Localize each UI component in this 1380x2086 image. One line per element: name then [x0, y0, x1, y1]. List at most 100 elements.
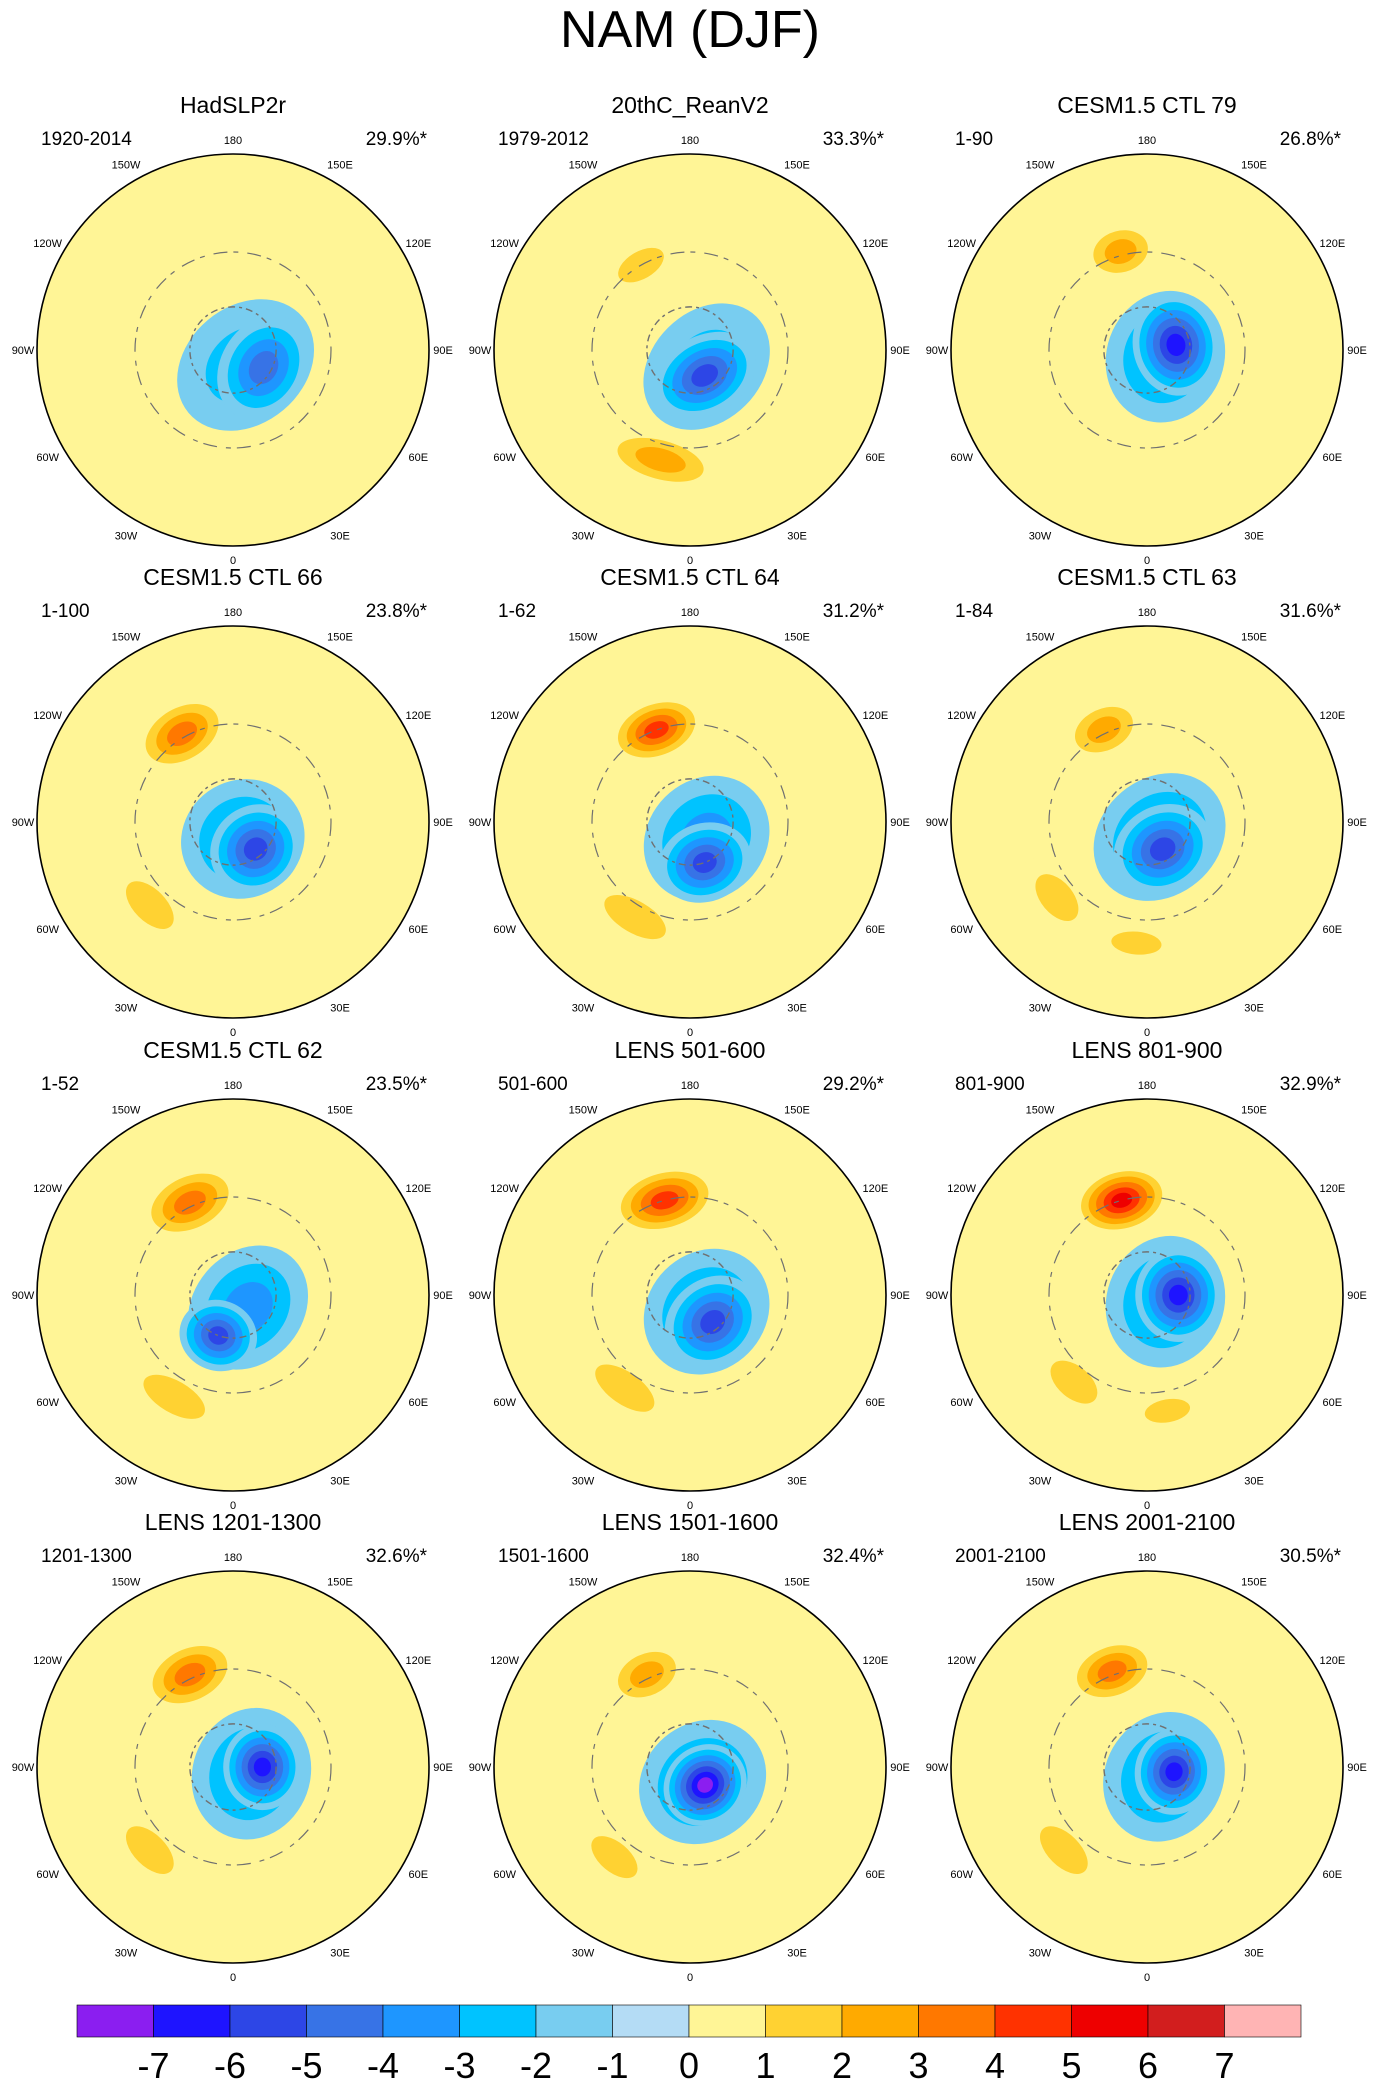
contour-level [1050, 1360, 1098, 1404]
coastline [1103, 1251, 1191, 1339]
coastline [646, 778, 734, 866]
longitude-label: 90E [433, 345, 453, 357]
longitude-label: 90W [469, 1290, 492, 1302]
longitude-label: 60W [493, 924, 516, 936]
colorbar-tick-label: 3 [908, 2045, 928, 2086]
coastline [189, 1723, 277, 1811]
longitude-label: 30E [330, 1002, 350, 1014]
contour-level [692, 852, 717, 873]
map-field [494, 1099, 886, 1491]
longitude-label: 30E [787, 530, 807, 542]
longitude-label: 120E [1319, 238, 1345, 250]
longitude-label: 120E [862, 238, 888, 250]
longitude-label: 30E [330, 530, 350, 542]
longitude-label: 150E [1241, 1577, 1267, 1589]
longitude-label: 30E [330, 1947, 350, 1959]
longitude-label: 30W [572, 1002, 595, 1014]
longitude-label: 150W [569, 160, 598, 172]
coastline [189, 778, 277, 866]
map-panel: 180 150E 120E 90E 60E 30E 0 30W 60W 90W 120W 150W CE… [12, 1037, 453, 1512]
panel-period: 801-900 [955, 1074, 1025, 1095]
panel-period: 1979-2012 [498, 129, 589, 150]
longitude-label: 60W [36, 1397, 59, 1409]
longitude-label: 0 [1144, 555, 1150, 567]
contour-level [595, 1364, 655, 1412]
map-field [37, 154, 429, 546]
longitude-label: 60W [493, 1869, 516, 1881]
longitude-label: 60E [409, 452, 429, 464]
longitude-label: 90W [926, 817, 949, 829]
longitude-label: 90E [433, 1762, 453, 1774]
longitude-label: 60E [1323, 924, 1343, 936]
longitude-label: 90W [12, 817, 35, 829]
longitude-label: 60W [493, 1397, 516, 1409]
colorbar-swatch [1147, 2004, 1225, 2038]
longitude-label: 90E [890, 1290, 910, 1302]
longitude-label: 120E [405, 238, 431, 250]
coastline [189, 306, 277, 394]
longitude-label: 150E [1241, 632, 1267, 644]
map-boundary [36, 1098, 430, 1492]
longitude-label: 60E [409, 1869, 429, 1881]
contour-level [1038, 397, 1117, 468]
longitude-label: 30W [1029, 1002, 1052, 1014]
longitude-label: 90W [469, 817, 492, 829]
contour-level [1149, 837, 1176, 861]
longitude-label: 120E [1319, 1183, 1345, 1195]
longitude-label: 0 [687, 1500, 693, 1512]
contour-level [1104, 239, 1137, 264]
longitude-label: 90W [12, 1762, 35, 1774]
longitude-label: 90W [469, 345, 492, 357]
colorbar-swatch [765, 2004, 843, 2038]
contour-level [644, 721, 669, 739]
contour-level [650, 1191, 679, 1210]
panel-variance: 30.5%* [1280, 1546, 1342, 1567]
contour-level [1165, 1762, 1183, 1782]
longitude-label: 150W [569, 1577, 598, 1589]
colorbar-tick-label: 5 [1061, 2045, 1081, 2086]
longitude-label: 30W [115, 1947, 138, 1959]
map-boundary [950, 625, 1344, 1019]
longitude-label: 150E [784, 1577, 810, 1589]
contour-level [1111, 1192, 1133, 1208]
longitude-label: 120W [947, 238, 976, 250]
map-boundary [36, 153, 430, 547]
map-boundary [950, 1098, 1344, 1492]
panel-variance: 32.4%* [823, 1546, 885, 1567]
contour-level [635, 447, 686, 473]
longitude-label: 30W [115, 1475, 138, 1487]
coastline [1048, 1196, 1246, 1394]
map-panel: 180 150E 120E 90E 60E 30E 0 30W 60W 90W 120W 150W LE… [12, 1509, 453, 1984]
longitude-label: 150E [1241, 160, 1267, 172]
panel-title: CESM1.5 CTL 62 [143, 1037, 322, 1063]
longitude-label: 120W [490, 238, 519, 250]
longitude-label: 120E [862, 710, 888, 722]
panel-period: 1-90 [955, 129, 993, 150]
coastline [1048, 251, 1246, 449]
colorbar-swatch [306, 2004, 384, 2038]
longitude-label: 30E [330, 1475, 350, 1487]
longitude-label: 60E [1323, 1869, 1343, 1881]
longitude-label: 30W [1029, 1947, 1052, 1959]
coastline [189, 1251, 277, 1339]
colorbar-tick-label: -5 [290, 2045, 322, 2086]
map-boundary [493, 625, 887, 1019]
longitude-label: 90W [926, 1290, 949, 1302]
longitude-label: 150E [327, 160, 353, 172]
longitude-label: 90E [433, 1290, 453, 1302]
panel-variance: 29.9%* [366, 129, 428, 150]
longitude-label: 90E [433, 817, 453, 829]
panel-title: CESM1.5 CTL 63 [1057, 564, 1236, 590]
contour-level [208, 1326, 229, 1345]
map-panel: 180 150E 120E 90E 60E 30E 0 30W 60W 90W 120W 150W LE… [926, 1509, 1367, 1984]
longitude-label: 120W [33, 238, 62, 250]
contour-level [174, 1662, 206, 1687]
longitude-label: 60W [36, 452, 59, 464]
colorbar-swatch [612, 2004, 690, 2038]
longitude-label: 120E [405, 1655, 431, 1667]
colorbar: -7 -6 -5 -4 -3 -2 -1 0 1 2 3 4 5 6 7 [76, 2004, 1302, 2086]
page-title: NAM (DJF) [560, 1, 820, 59]
coastline [1103, 1723, 1191, 1811]
contour-level [697, 1777, 713, 1793]
colorbar-swatch [688, 2004, 766, 2038]
